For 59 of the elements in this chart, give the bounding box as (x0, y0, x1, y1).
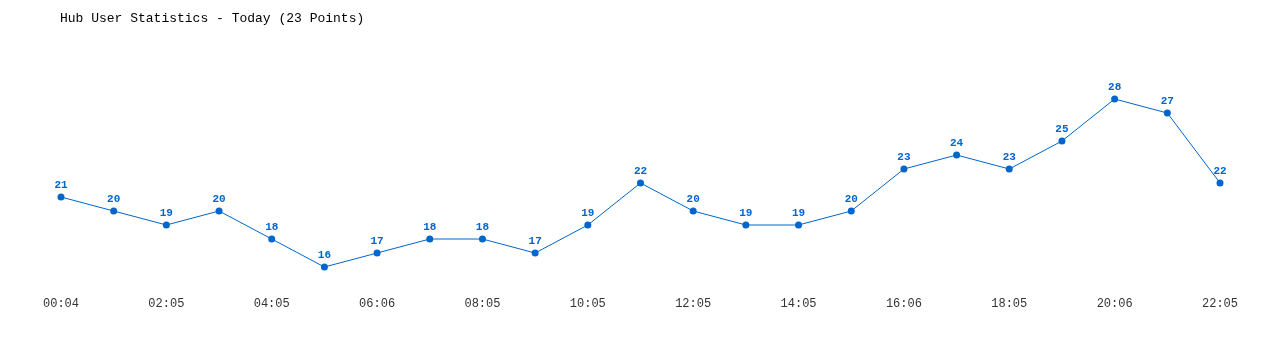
data-label: 24 (949, 137, 964, 149)
point (268, 235, 276, 243)
x-tick-label: 10:05 (569, 297, 606, 311)
point (1058, 137, 1066, 145)
x-tick-label: 00:04 (42, 297, 80, 311)
data-label: 17 (370, 235, 384, 247)
point (742, 221, 750, 229)
data-label: 27 (1160, 95, 1174, 107)
x-tick-label: 12:05 (675, 297, 712, 311)
point (637, 179, 644, 187)
data-label: 18 (423, 221, 437, 233)
data-label: 17 (528, 235, 542, 247)
point (1163, 109, 1171, 117)
data-label: 20 (686, 193, 700, 205)
data-label: 20 (212, 193, 226, 205)
x-tick-label: 18:05 (991, 297, 1028, 311)
chart-title: Hub User Statistics - Today (23 Points) (60, 11, 365, 26)
point (426, 235, 434, 243)
point (847, 207, 855, 215)
x-tick-label: 02:05 (148, 297, 185, 311)
point (584, 221, 592, 229)
data-label: 19 (581, 207, 595, 219)
data-label: 22 (1213, 165, 1227, 177)
point (478, 235, 486, 243)
point (110, 207, 118, 215)
point (900, 165, 908, 173)
data-label: 28 (1108, 81, 1122, 93)
data-label: 23 (897, 151, 911, 163)
data-label: 16 (317, 249, 332, 261)
data-label: 18 (475, 221, 490, 233)
x-tick-label: 20:06 (1096, 297, 1133, 311)
point (320, 263, 328, 271)
data-label: 19 (159, 207, 173, 219)
data-label: 20 (844, 193, 858, 205)
data-label: 22 (633, 165, 648, 177)
point (1005, 165, 1013, 173)
point (373, 249, 381, 257)
data-label: 19 (739, 207, 753, 219)
point (215, 207, 223, 215)
point (162, 221, 170, 229)
point (1111, 95, 1119, 103)
data-label: 20 (107, 193, 121, 205)
x-tick-label: 06:06 (359, 297, 396, 311)
point (689, 207, 697, 215)
x-tick-label: 04:05 (253, 297, 290, 311)
data-label: 18 (265, 221, 279, 233)
x-tick-label: 22:05 (1201, 297, 1239, 311)
x-tick-label: 16:06 (885, 297, 922, 311)
point (57, 193, 65, 201)
point (953, 151, 961, 159)
point (531, 249, 539, 257)
data-label: 25 (1055, 123, 1069, 135)
data-label: 19 (791, 207, 806, 219)
data-label: 23 (1002, 151, 1017, 163)
x-tick-label: 08:05 (464, 297, 501, 311)
data-label: 21 (54, 179, 68, 191)
x-tick-label: 14:05 (780, 297, 817, 311)
point (795, 221, 803, 229)
point (1216, 179, 1224, 187)
